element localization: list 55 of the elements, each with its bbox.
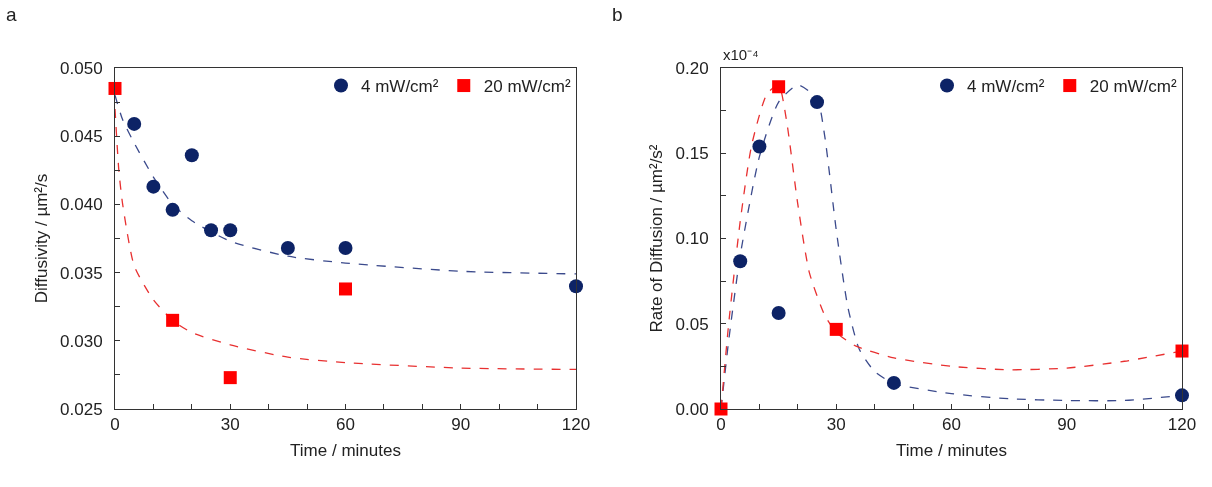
line-series [115, 108, 576, 371]
x-tick-label: 30 [826, 415, 846, 435]
point [1175, 344, 1189, 358]
point [223, 223, 238, 238]
x-tick-label: 0 [110, 415, 120, 435]
point [1175, 388, 1189, 403]
y-tick-label: 0.045 [60, 127, 103, 147]
y-tick-label: 0.15 [675, 144, 709, 164]
point [184, 148, 199, 163]
x-tick-label: 0 [716, 415, 726, 435]
point [165, 202, 180, 217]
x-tick-label: 90 [451, 415, 471, 435]
legend-label: 20 mW/cm² [1089, 77, 1177, 97]
point [280, 241, 295, 256]
point [204, 223, 219, 238]
point [829, 322, 843, 336]
chart-title: a [6, 3, 18, 25]
y-tick-label: 0.00 [675, 399, 709, 419]
y-axis-title: Diffusivity / µm²/s [31, 173, 51, 304]
y-tick-label: 0.025 [60, 399, 103, 419]
y-tick-label: 0.050 [60, 58, 103, 78]
x-tick-label: 60 [336, 415, 355, 435]
text: x10⁻⁴ [723, 46, 759, 63]
x-axis-title: Time / minutes [896, 440, 1007, 460]
legend-label: 4 mW/cm² [361, 77, 439, 97]
point [223, 371, 237, 385]
point [714, 402, 728, 416]
legend-label: 20 mW/cm² [483, 77, 571, 97]
point [127, 116, 142, 131]
point [886, 375, 901, 390]
point [752, 139, 767, 154]
x-tick-label: 60 [942, 415, 961, 435]
point [338, 241, 353, 256]
chart-title: b [612, 3, 623, 25]
x-tick-label: 30 [220, 415, 240, 435]
point [146, 179, 161, 194]
point [772, 80, 786, 94]
point [339, 282, 352, 296]
point [166, 313, 180, 327]
y-tick-label: 0.05 [675, 314, 709, 334]
y-tick-label: 0.035 [60, 263, 103, 283]
y-tick-label: 0.20 [675, 58, 709, 78]
y-tick-label: 0.040 [60, 195, 103, 215]
legend-label: 4 mW/cm² [967, 77, 1045, 97]
x-tick-label: 90 [1057, 415, 1077, 435]
point [733, 254, 748, 269]
y-tick-label: 0.030 [60, 331, 103, 351]
point [771, 306, 786, 320]
y-tick-label: 0.10 [675, 229, 709, 249]
x-tick-label: 120 [561, 415, 591, 435]
x-tick-label: 120 [1167, 415, 1197, 435]
x-axis-title: Time / minutes [290, 440, 401, 460]
point [810, 95, 825, 110]
y-axis-title: Rate of Diffusion / µm²/s² [647, 144, 667, 333]
point [108, 81, 122, 95]
